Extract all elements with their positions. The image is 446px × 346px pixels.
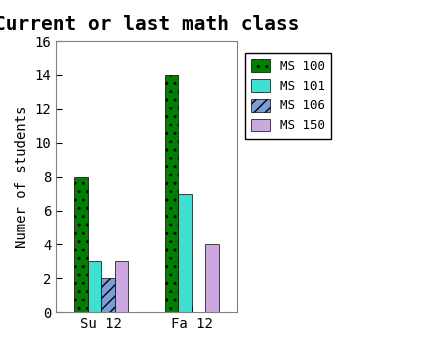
Bar xyxy=(74,176,88,312)
Legend: MS 100, MS 101, MS 106, MS 150: MS 100, MS 101, MS 106, MS 150 xyxy=(245,53,331,138)
Title: Current or last math class: Current or last math class xyxy=(0,15,299,34)
Bar xyxy=(178,193,192,312)
Y-axis label: Numer of students: Numer of students xyxy=(15,106,29,248)
Bar xyxy=(205,244,219,312)
Bar xyxy=(115,261,128,312)
Bar xyxy=(101,278,115,312)
Bar xyxy=(88,261,101,312)
Bar xyxy=(165,75,178,312)
